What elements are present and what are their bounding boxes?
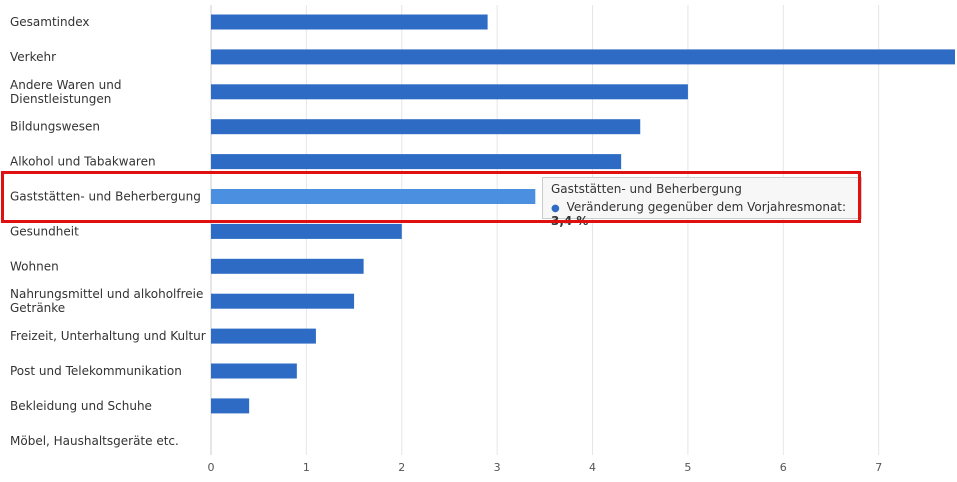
x-tick-label: 4 [589, 461, 596, 474]
x-tick-label: 3 [494, 461, 501, 474]
bar[interactable] [211, 398, 250, 414]
category-label: Bildungswesen [10, 120, 100, 134]
series-dot-icon: ● [551, 203, 560, 214]
bar[interactable] [211, 189, 536, 204]
bars [211, 14, 955, 414]
category-label: Gesundheit [10, 224, 79, 238]
tooltip: Gaststätten- und Beherbergung ● Veränder… [542, 177, 862, 228]
x-tick-label: 7 [875, 461, 882, 474]
x-tick-labels: 0 1 2 3 4 5 6 7 [208, 461, 883, 474]
bar[interactable] [211, 14, 488, 30]
category-label: Gaststätten- und Beherbergung [10, 190, 201, 204]
x-tick-label: 1 [303, 461, 310, 474]
bar[interactable] [211, 49, 955, 65]
bar[interactable] [211, 363, 297, 379]
category-label: Verkehr [10, 50, 56, 64]
bar[interactable] [211, 119, 641, 135]
x-tick-label: 5 [684, 461, 691, 474]
x-tick-label: 6 [780, 461, 787, 474]
category-label: Möbel, Haushaltsgeräte etc. [10, 434, 179, 448]
bar[interactable] [211, 293, 355, 309]
category-label: Nahrungsmittel und alkoholfreie Getränke [10, 287, 203, 315]
category-label: Alkohol und Tabakwaren [10, 155, 156, 169]
category-labels: Gesamtindex Verkehr Andere Waren und Dienst… [10, 15, 206, 448]
category-label: Post und Telekommunikation [10, 364, 182, 378]
bar[interactable] [211, 154, 622, 170]
tooltip-series-label: Veränderung gegenüber dem Vorjahresmonat… [566, 200, 847, 214]
category-label: Wohnen [10, 259, 59, 273]
tooltip-value: 3,4 % [551, 214, 589, 228]
category-label: Gesamtindex [10, 15, 90, 29]
bar[interactable] [211, 223, 402, 239]
x-tick-label: 0 [208, 461, 215, 474]
x-tick-label: 2 [398, 461, 405, 474]
category-label: Bekleidung und Schuhe [10, 399, 152, 413]
category-label: Andere Waren und Dienstleistungen [10, 78, 121, 106]
bar[interactable] [211, 84, 688, 100]
bar[interactable] [211, 328, 316, 344]
category-label: Freizeit, Unterhaltung und Kultur [10, 329, 206, 343]
tooltip-title: Gaststätten- und Beherbergung [551, 182, 742, 196]
bar[interactable] [211, 258, 364, 274]
